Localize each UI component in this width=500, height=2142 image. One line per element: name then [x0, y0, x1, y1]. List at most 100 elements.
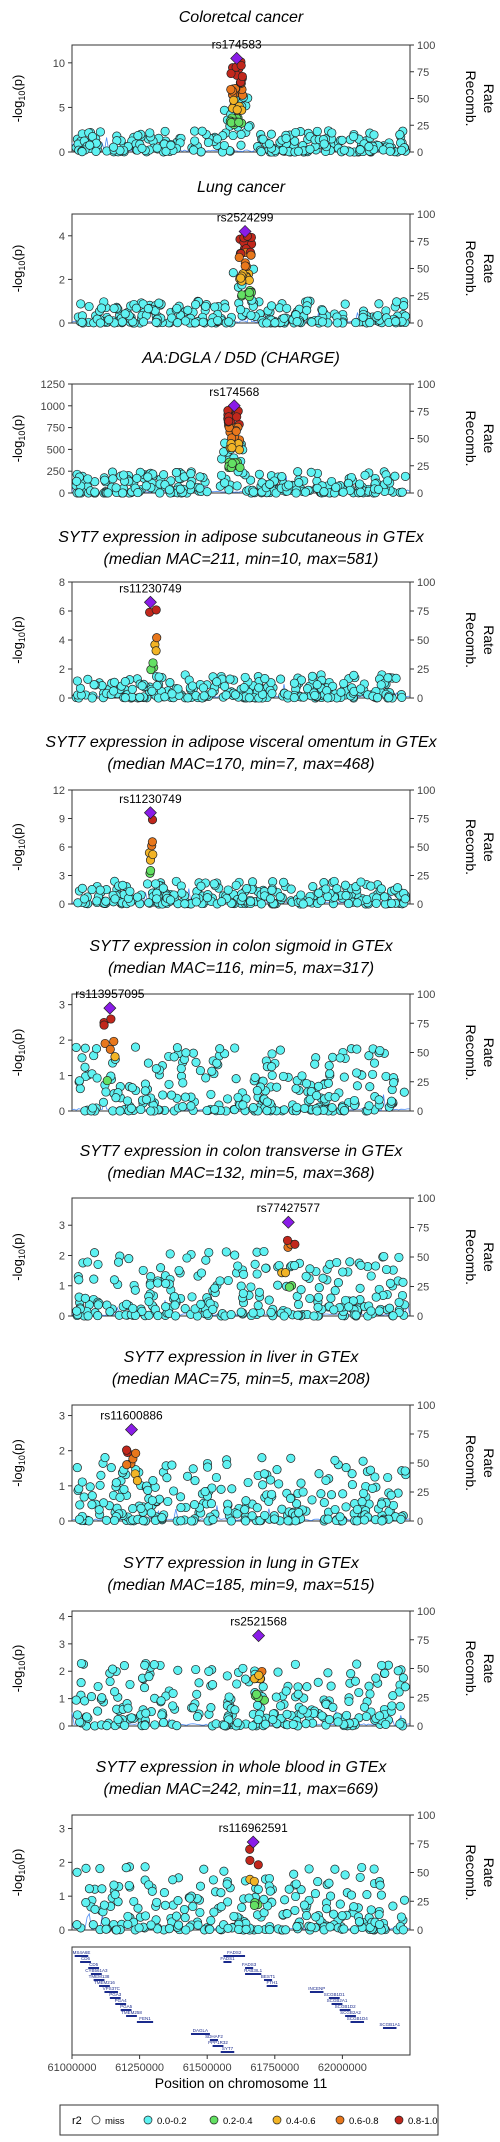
gene-body: [74, 1955, 89, 1957]
snp-point: [368, 1069, 378, 1079]
snp-point: [374, 1919, 385, 1930]
snp-point: [83, 674, 93, 684]
snp-point-ld: [109, 1036, 119, 1046]
snp-point: [366, 881, 376, 891]
snp-point: [324, 1715, 334, 1725]
snp-point: [377, 1660, 387, 1670]
snp-point: [195, 1066, 205, 1076]
gene-body: [136, 2021, 154, 2023]
recomb-axis-title: Rate: [481, 1038, 497, 1068]
y-axis-title-sub: 10: [17, 1455, 27, 1465]
snp-point-ld: [240, 261, 250, 271]
snp-point: [215, 1276, 225, 1286]
snp-point: [388, 1311, 398, 1321]
y-tick-label: 3: [59, 871, 65, 883]
recomb-tick-label: 100: [417, 1606, 435, 1618]
gene-body: [345, 2015, 356, 2017]
snp-point: [139, 1683, 150, 1693]
snp-point: [191, 300, 201, 310]
snp-point: [115, 1492, 125, 1502]
snp-point: [381, 1264, 392, 1275]
snp-point: [289, 1261, 300, 1271]
snp-point: [313, 1302, 323, 1312]
snp-point: [365, 1689, 375, 1699]
lead-snp-label: rs11230749: [119, 792, 182, 806]
snp-point-ld: [102, 1076, 112, 1086]
snp-point: [217, 897, 227, 907]
recomb-tick-label: 25: [417, 461, 429, 473]
panel-title: SYT7 expression in whole blood in GTEx: [96, 1759, 388, 1776]
snp-point: [172, 303, 182, 314]
snp-point: [322, 1904, 332, 1914]
snp-point: [89, 680, 99, 690]
snp-point: [220, 478, 230, 488]
recomb-tick-label: 0: [417, 318, 423, 330]
snp-point: [390, 471, 400, 481]
snp-point: [240, 1674, 251, 1684]
snp-point: [208, 1875, 218, 1885]
snp-point: [182, 1253, 192, 1263]
snp-point: [310, 1059, 320, 1069]
panel-title: (median MAC=211, min=10, max=581): [104, 551, 379, 568]
recomb-tick-label: 25: [417, 664, 429, 676]
x-tick-label: 62000000: [318, 2062, 367, 2074]
snp-point: [171, 468, 181, 478]
snp-point: [198, 683, 208, 693]
snp-point: [291, 1891, 301, 1902]
snp-point: [310, 690, 320, 700]
snp-point: [307, 317, 317, 327]
snp-point: [247, 1721, 258, 1731]
snp-point: [220, 681, 230, 691]
snp-point: [310, 1889, 320, 1899]
snp-point: [397, 145, 407, 155]
snp-point: [138, 1265, 148, 1275]
snp-point: [164, 485, 175, 495]
gene-label: DAGLA: [193, 2028, 208, 2033]
snp-point: [355, 479, 365, 489]
snp-point: [333, 1278, 343, 1288]
snp-point: [87, 693, 97, 703]
recomb-tick-label: 50: [417, 1664, 429, 1676]
snp-point: [393, 883, 403, 893]
snp-point-ld: [146, 866, 156, 876]
snp-point-ld: [147, 837, 157, 847]
snp-point: [365, 1465, 376, 1475]
recomb-axis-title: Rate: [481, 1654, 497, 1684]
snp-point: [233, 1092, 243, 1103]
recomb-axis-title: Recomb.: [463, 410, 479, 466]
snp-point: [278, 145, 288, 156]
snp-point: [123, 1911, 133, 1921]
snp-point: [206, 1499, 216, 1509]
snp-point: [302, 1682, 312, 1692]
x-axis-title: Position on chromosome 11: [155, 2075, 328, 2091]
gene-label: CYB561A3: [85, 1968, 108, 1973]
lead-snp-label: rs174568: [209, 385, 259, 399]
snp-point: [138, 1516, 148, 1526]
snp-point: [173, 684, 183, 694]
snp-point: [308, 882, 318, 892]
snp-point: [298, 1705, 308, 1715]
snp-point: [344, 899, 354, 909]
snp-point: [111, 1478, 121, 1488]
snp-point: [89, 1248, 100, 1258]
legend-swatch: [143, 2115, 153, 2125]
snp-point: [172, 318, 183, 328]
snp-point: [129, 1896, 139, 1907]
snp-point: [190, 1476, 200, 1486]
y-tick-label: 12: [53, 785, 65, 797]
snp-point: [364, 1681, 374, 1691]
snp-point: [74, 1514, 84, 1524]
snp-point: [203, 137, 213, 148]
snp-point: [399, 1087, 409, 1097]
snp-point: [137, 681, 147, 691]
recomb-tick-label: 0: [417, 899, 423, 911]
x-tick-label: 61250000: [115, 2062, 164, 2074]
recomb-tick-label: 25: [417, 1077, 429, 1089]
recomb-axis-title: Recomb.: [463, 240, 479, 296]
snp-point: [167, 1460, 177, 1470]
legend-swatch: [272, 2115, 282, 2125]
snp-point: [291, 488, 301, 498]
snp-point: [328, 1052, 338, 1062]
snp-point: [93, 1259, 103, 1269]
snp-point: [352, 1659, 362, 1669]
